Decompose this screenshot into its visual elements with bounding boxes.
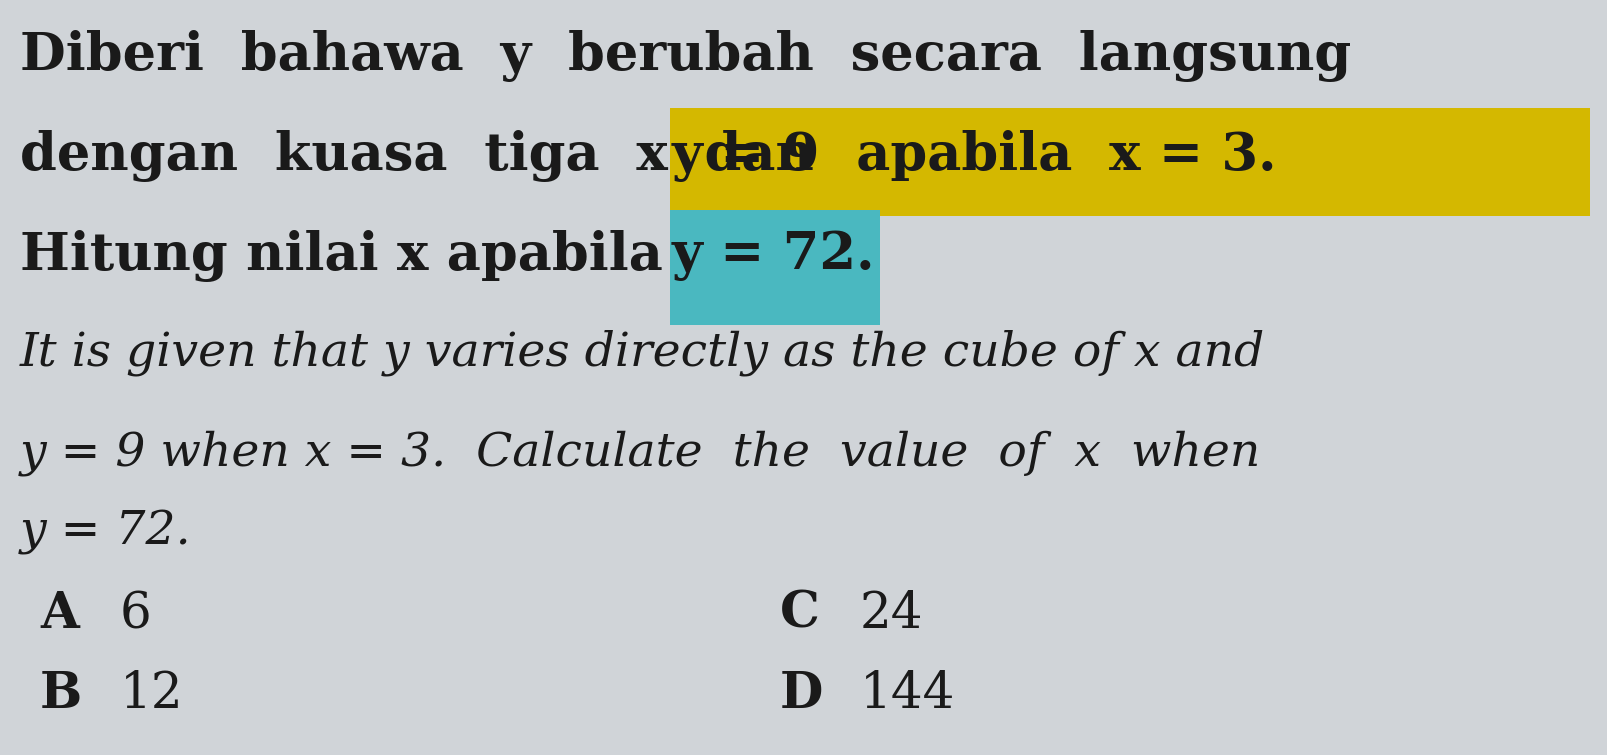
Bar — [670, 108, 1589, 216]
Text: D: D — [779, 670, 823, 719]
Text: 12: 12 — [121, 670, 183, 720]
Text: 24: 24 — [860, 590, 922, 639]
Text: Diberi  bahawa  y  berubah  secara  langsung: Diberi bahawa y berubah secara langsung — [19, 30, 1350, 82]
Text: C: C — [779, 590, 820, 639]
Text: A: A — [40, 590, 79, 639]
Text: 6: 6 — [121, 590, 151, 639]
Text: 144: 144 — [860, 670, 955, 720]
Text: y = 72.: y = 72. — [672, 230, 874, 281]
Text: y = 72.: y = 72. — [19, 510, 191, 555]
Text: B: B — [40, 670, 82, 719]
Bar — [670, 210, 879, 325]
Text: y = 9  apabila  x = 3.: y = 9 apabila x = 3. — [672, 130, 1276, 182]
Text: Hitung nilai x apabila: Hitung nilai x apabila — [19, 230, 681, 282]
Text: y = 9 when x = 3.  Calculate  the  value  of  x  when: y = 9 when x = 3. Calculate the value of… — [19, 430, 1260, 476]
Text: dengan  kuasa  tiga  x  dan: dengan kuasa tiga x dan — [19, 130, 850, 182]
Text: It is given that y varies directly as the cube of x and: It is given that y varies directly as th… — [19, 330, 1265, 377]
